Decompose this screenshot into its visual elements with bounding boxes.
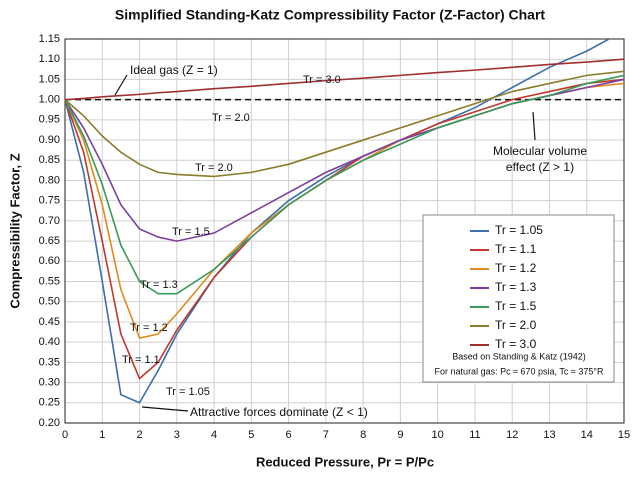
y-tick-label: 0.35 bbox=[39, 356, 60, 368]
x-tick-label: 6 bbox=[286, 429, 292, 441]
annotation-arrow bbox=[114, 74, 128, 96]
y-tick-label: 0.80 bbox=[39, 174, 60, 186]
annotation: Tr = 1.1 bbox=[122, 354, 160, 366]
y-tick-label: 1.00 bbox=[39, 94, 60, 106]
x-tick-label: 5 bbox=[248, 429, 254, 441]
x-tick-label: 12 bbox=[506, 429, 518, 441]
legend-label: Tr = 1.3 bbox=[495, 280, 537, 294]
annotation: Tr = 1.2 bbox=[130, 322, 168, 334]
legend-box bbox=[422, 214, 615, 383]
y-tick-label: 0.65 bbox=[39, 235, 60, 247]
series-line bbox=[65, 74, 624, 295]
x-tick-label: 1 bbox=[99, 429, 105, 441]
annotation: Tr = 1.5 bbox=[172, 226, 210, 238]
x-tick-label: 4 bbox=[211, 429, 217, 441]
x-tick-label: 10 bbox=[432, 429, 444, 441]
y-tick-label: 1.10 bbox=[39, 53, 60, 65]
y-tick-label: 0.95 bbox=[39, 114, 60, 126]
x-tick-label: 15 bbox=[618, 429, 630, 441]
legend-label: Tr = 2.0 bbox=[495, 318, 537, 332]
y-tick-label: 0.90 bbox=[39, 134, 60, 146]
x-tick-label: 7 bbox=[323, 429, 329, 441]
y-tick-label: 0.75 bbox=[39, 195, 60, 207]
annotation: Tr = 2.0 bbox=[212, 112, 250, 124]
x-tick-label: 8 bbox=[360, 429, 366, 441]
legend-label: Tr = 1.05 bbox=[495, 223, 543, 237]
note: For natural gas: Pc ≈ 670 psia, Tc ≈ 375… bbox=[435, 366, 604, 376]
legend-label: Tr = 1.5 bbox=[495, 299, 537, 313]
legend-label: Tr = 1.2 bbox=[495, 261, 537, 275]
annotation: Tr = 3.0 bbox=[303, 74, 341, 86]
y-tick-label: 0.50 bbox=[39, 296, 60, 308]
annotation: Tr = 2.0 bbox=[195, 162, 233, 174]
annotation: effect (Z > 1) bbox=[506, 160, 574, 174]
plot-frame bbox=[64, 38, 625, 424]
y-tick-label: 0.60 bbox=[39, 255, 60, 267]
annotation: Ideal gas (Z = 1) bbox=[130, 63, 218, 77]
y-axis-label: Compressibility Factor, Z bbox=[7, 153, 22, 308]
x-tick-label: 11 bbox=[469, 429, 480, 441]
y-tick-label: 0.20 bbox=[39, 417, 60, 429]
y-tick-label: 0.55 bbox=[39, 275, 60, 287]
annotation: Molecular volume bbox=[493, 144, 587, 158]
annotation: Attractive forces dominate (Z < 1) bbox=[190, 405, 368, 419]
y-tick-label: 0.40 bbox=[39, 336, 60, 348]
y-tick-label: 1.05 bbox=[39, 73, 60, 85]
x-tick-label: 9 bbox=[397, 429, 403, 441]
y-tick-label: 0.30 bbox=[39, 376, 60, 388]
series-line bbox=[65, 70, 624, 178]
x-axis-label: Reduced Pressure, Pr = P/Pc bbox=[256, 454, 434, 469]
series-line bbox=[65, 58, 624, 101]
y-tick-label: 0.45 bbox=[39, 316, 60, 328]
x-tick-label: 0 bbox=[62, 429, 68, 441]
y-tick-label: 1.15 bbox=[39, 33, 60, 45]
x-tick-label: 2 bbox=[136, 429, 142, 441]
annotation: Tr = 1.05 bbox=[166, 386, 210, 398]
y-tick-label: 0.25 bbox=[39, 397, 60, 409]
annotation-arrow bbox=[141, 406, 189, 412]
plot-area bbox=[65, 39, 624, 404]
annotation-arrow bbox=[532, 111, 536, 141]
legend-label: Tr = 3.0 bbox=[495, 337, 537, 351]
note: Based on Standing & Katz (1942) bbox=[452, 351, 586, 361]
legend-label: Tr = 1.1 bbox=[495, 242, 537, 256]
x-tick-label: 3 bbox=[174, 429, 180, 441]
x-tick-label: 14 bbox=[581, 429, 593, 441]
series-line bbox=[65, 39, 611, 404]
x-tick-label: 13 bbox=[543, 429, 555, 441]
y-tick-label: 0.85 bbox=[39, 154, 60, 166]
y-tick-label: 0.70 bbox=[39, 215, 60, 227]
annotation: Tr = 1.3 bbox=[140, 279, 178, 291]
chart-title: Simplified Standing-Katz Compressibility… bbox=[115, 7, 545, 23]
